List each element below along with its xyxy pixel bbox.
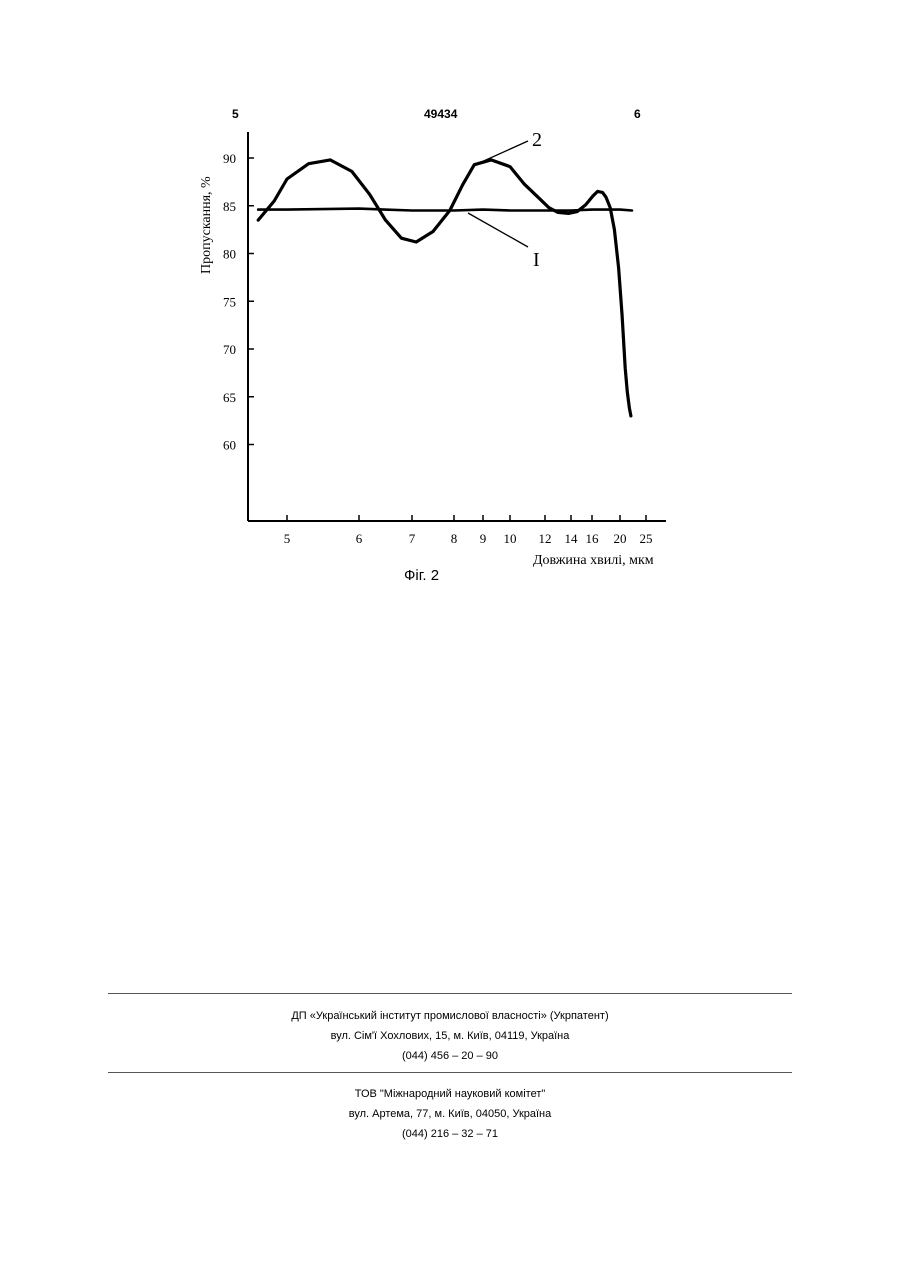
x-tick-label: 9	[480, 531, 487, 546]
x-tick-label: 6	[356, 531, 363, 546]
y-axis-ticks: 90 85 80 75 70 65 60	[223, 151, 254, 453]
x-tick-label: 8	[451, 531, 458, 546]
footer-org1-address: вул. Сім'ї Хохлових, 15, м. Київ, 04119,…	[0, 1026, 900, 1046]
chart-callouts: 2I	[468, 129, 542, 271]
x-tick-label: 16	[586, 531, 600, 546]
divider-top	[108, 993, 792, 994]
footer-org1-name: ДП «Український інститут промислової вла…	[0, 1006, 900, 1026]
footer-org1-phone: (044) 456 – 20 – 90	[0, 1046, 900, 1066]
y-tick-label: 60	[223, 438, 236, 453]
series-line-curve-1	[258, 209, 632, 211]
y-tick-label: 85	[223, 199, 236, 214]
x-tick-label: 12	[539, 531, 552, 546]
chart-axes	[248, 132, 666, 521]
y-axis-label: Пропускання, %	[199, 176, 214, 274]
footer-org2: ТОВ "Міжнародний науковий комітет" вул. …	[0, 1084, 900, 1144]
divider-middle	[108, 1072, 792, 1073]
y-tick-label: 75	[223, 294, 236, 309]
callout-leader-curve-1	[468, 213, 528, 247]
figure-caption: Фіг. 2	[404, 567, 439, 584]
callout-leader-curve-2	[477, 141, 528, 164]
y-tick-label: 65	[223, 390, 236, 405]
x-axis-ticks: 5 6 7 8 9 10 12 14 16 20 25	[284, 515, 653, 546]
x-tick-label: 20	[614, 531, 627, 546]
y-tick-label: 70	[223, 342, 236, 357]
y-tick-label: 80	[223, 247, 236, 262]
footer-org2-phone: (044) 216 – 32 – 71	[0, 1124, 900, 1144]
x-tick-label: 14	[565, 531, 579, 546]
x-tick-label: 25	[640, 531, 653, 546]
footer-org2-name: ТОВ "Міжнародний науковий комітет"	[0, 1084, 900, 1104]
y-tick-label: 90	[223, 151, 236, 166]
x-tick-label: 10	[504, 531, 517, 546]
series-line-curve-2	[258, 160, 631, 416]
footer-org1: ДП «Український інститут промислової вла…	[0, 1006, 900, 1066]
x-axis-label: Довжина хвилі, мкм	[533, 553, 654, 568]
callout-label-curve-1: I	[533, 249, 540, 271]
footer-org2-address: вул. Артема, 77, м. Київ, 04050, Україна	[0, 1104, 900, 1124]
callout-label-curve-2: 2	[532, 129, 542, 151]
chart-series	[258, 160, 632, 416]
transmission-chart: 90858075706560 56789101214162025 2I Проп…	[0, 0, 900, 600]
x-tick-label: 7	[409, 531, 416, 546]
x-tick-label: 5	[284, 531, 291, 546]
